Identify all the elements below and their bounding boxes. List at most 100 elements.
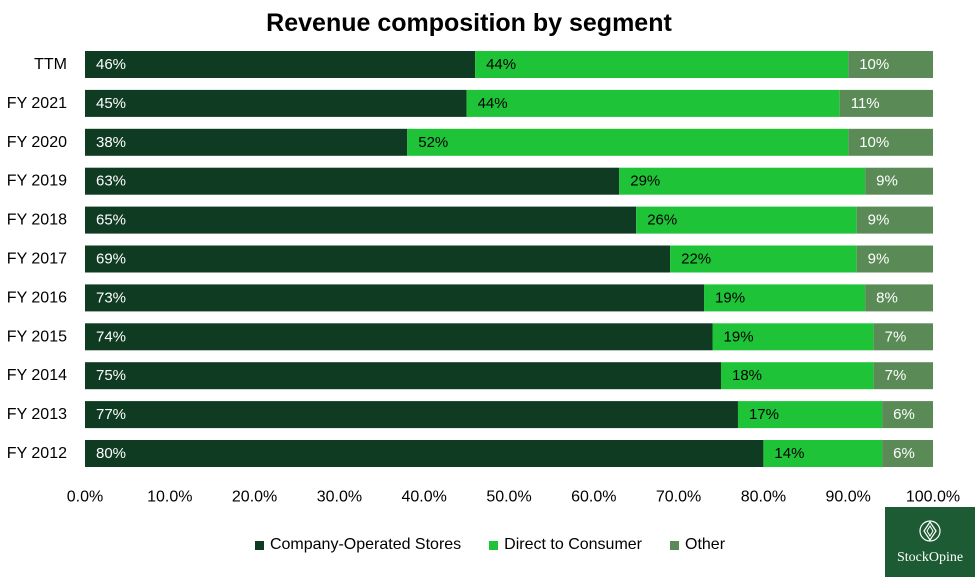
bar-direct-to-consumer-fy-2017 <box>670 245 857 273</box>
legend-label-direct-to-consumer: Direct to Consumer <box>504 536 642 553</box>
x-tick-label-7: 70.0% <box>656 489 701 506</box>
bar-other-fy-2013 <box>882 401 933 429</box>
x-tick-label-8: 80.0% <box>741 489 786 506</box>
logo-text: StockOpine <box>896 550 964 565</box>
category-label-fy-2017: FY 2017 <box>7 251 67 268</box>
legend-label-company-operated-stores: Company-Operated Stores <box>269 536 462 553</box>
x-tick-label-6: 60.0% <box>571 489 616 506</box>
bar-other-fy-2021 <box>839 89 933 117</box>
bar-company-operated-stores-fy-2014 <box>85 362 721 390</box>
chart-legend: Company-Operated Stores Direct to Consum… <box>0 536 975 554</box>
bar-company-operated-stores-fy-2020 <box>85 128 408 156</box>
data-label-other-fy-2016: 8% <box>876 289 898 306</box>
category-label-fy-2019: FY 2019 <box>7 173 67 190</box>
data-label-company-operated-stores-fy-2014: 75% <box>96 367 126 384</box>
bar-direct-to-consumer-fy-2019 <box>619 167 866 195</box>
x-tick-label-0: 0.0% <box>67 489 103 506</box>
category-label-fy-2020: FY 2020 <box>7 134 67 151</box>
data-label-direct-to-consumer-fy-2012: 14% <box>774 445 804 462</box>
bar-other-fy-2014 <box>873 362 933 390</box>
bar-company-operated-stores-fy-2019 <box>85 167 620 195</box>
bar-direct-to-consumer-fy-2021 <box>466 89 840 117</box>
data-label-other-fy-2019: 9% <box>876 173 898 190</box>
category-label-ttm: TTM <box>34 56 67 73</box>
data-label-direct-to-consumer-fy-2013: 17% <box>749 406 779 423</box>
x-tick-label-9: 90.0% <box>826 489 871 506</box>
data-label-direct-to-consumer-ttm: 44% <box>486 56 516 73</box>
data-label-company-operated-stores-fy-2019: 63% <box>96 173 126 190</box>
legend-swatch-direct-to-consumer <box>489 540 499 550</box>
x-tick-label-4: 40.0% <box>402 489 447 506</box>
legend-label-other: Other <box>685 536 726 553</box>
bar-direct-to-consumer-fy-2014 <box>721 362 874 390</box>
data-label-company-operated-stores-fy-2015: 74% <box>96 328 126 345</box>
category-label-fy-2013: FY 2013 <box>7 406 67 423</box>
bar-direct-to-consumer-fy-2013 <box>737 401 883 429</box>
data-label-other-fy-2013: 6% <box>893 406 915 423</box>
legend-item-other: Other <box>670 536 725 554</box>
category-label-fy-2016: FY 2016 <box>7 289 67 306</box>
bar-other-fy-2016 <box>865 284 933 312</box>
bar-company-operated-stores-fy-2016 <box>85 284 705 312</box>
bar-company-operated-stores-ttm <box>85 51 476 78</box>
bar-other-fy-2015 <box>873 323 933 351</box>
data-label-direct-to-consumer-fy-2019: 29% <box>630 173 660 190</box>
data-label-other-fy-2012: 6% <box>893 445 915 462</box>
data-label-company-operated-stores-fy-2013: 77% <box>96 406 126 423</box>
data-label-direct-to-consumer-fy-2020: 52% <box>418 134 448 151</box>
category-label-fy-2014: FY 2014 <box>7 367 67 384</box>
bar-other-fy-2020 <box>848 128 933 156</box>
data-label-other-ttm: 10% <box>859 56 889 73</box>
category-label-fy-2018: FY 2018 <box>7 212 67 229</box>
data-label-other-fy-2014: 7% <box>885 367 907 384</box>
legend-item-direct-to-consumer: Direct to Consumer <box>489 536 642 554</box>
data-label-company-operated-stores-fy-2012: 80% <box>96 445 126 462</box>
data-label-direct-to-consumer-fy-2016: 19% <box>715 289 745 306</box>
x-tick-label-10: 100.0% <box>906 489 960 506</box>
bar-company-operated-stores-fy-2013 <box>85 401 738 429</box>
data-label-direct-to-consumer-fy-2014: 18% <box>732 367 762 384</box>
diamond-logo-icon <box>919 520 941 542</box>
bar-direct-to-consumer-fy-2018 <box>636 206 857 234</box>
x-tick-label-3: 30.0% <box>317 489 362 506</box>
data-label-other-fy-2015: 7% <box>885 328 907 345</box>
data-label-direct-to-consumer-fy-2018: 26% <box>647 212 677 229</box>
x-tick-label-2: 20.0% <box>232 489 277 506</box>
data-label-company-operated-stores-fy-2016: 73% <box>96 289 126 306</box>
data-label-other-fy-2018: 9% <box>868 212 890 229</box>
chart-title: Revenue composition by segment <box>266 9 672 37</box>
category-label-fy-2012: FY 2012 <box>7 445 67 462</box>
legend-item-company-operated-stores: Company-Operated Stores <box>254 536 462 554</box>
data-label-other-fy-2020: 10% <box>859 134 889 151</box>
bar-company-operated-stores-fy-2018 <box>85 206 637 234</box>
bar-other-fy-2018 <box>856 206 933 234</box>
x-tick-label-1: 10.0% <box>147 489 192 506</box>
legend-swatch-company-operated-stores <box>254 540 264 550</box>
data-label-company-operated-stores-fy-2021: 45% <box>96 95 126 112</box>
data-label-other-fy-2021: 11% <box>851 95 880 112</box>
bar-company-operated-stores-fy-2021 <box>85 89 467 117</box>
bar-company-operated-stores-fy-2015 <box>85 323 713 351</box>
data-label-other-fy-2017: 9% <box>868 251 890 268</box>
data-label-company-operated-stores-fy-2018: 65% <box>96 212 126 229</box>
data-label-company-operated-stores-fy-2017: 69% <box>96 251 126 268</box>
bar-company-operated-stores-fy-2017 <box>85 245 671 273</box>
bar-direct-to-consumer-fy-2020 <box>407 128 849 156</box>
data-label-direct-to-consumer-fy-2017: 22% <box>681 251 711 268</box>
data-label-direct-to-consumer-fy-2021: 44% <box>478 95 508 112</box>
bar-other-fy-2019 <box>865 167 933 195</box>
bar-other-ttm <box>848 51 933 78</box>
legend-swatch-other <box>670 540 679 550</box>
category-label-fy-2021: FY 2021 <box>7 95 67 112</box>
x-tick-label-5: 50.0% <box>486 489 531 506</box>
category-label-fy-2015: FY 2015 <box>7 328 67 345</box>
bar-direct-to-consumer-fy-2016 <box>704 284 866 312</box>
data-label-company-operated-stores-fy-2020: 38% <box>96 134 126 151</box>
stockopine-logo: StockOpine <box>885 507 975 577</box>
data-label-direct-to-consumer-fy-2015: 19% <box>724 328 754 345</box>
data-label-company-operated-stores-ttm: 46% <box>96 56 126 73</box>
bar-other-fy-2017 <box>856 245 933 273</box>
bar-direct-to-consumer-fy-2015 <box>712 323 874 351</box>
bar-direct-to-consumer-fy-2012 <box>763 440 883 467</box>
